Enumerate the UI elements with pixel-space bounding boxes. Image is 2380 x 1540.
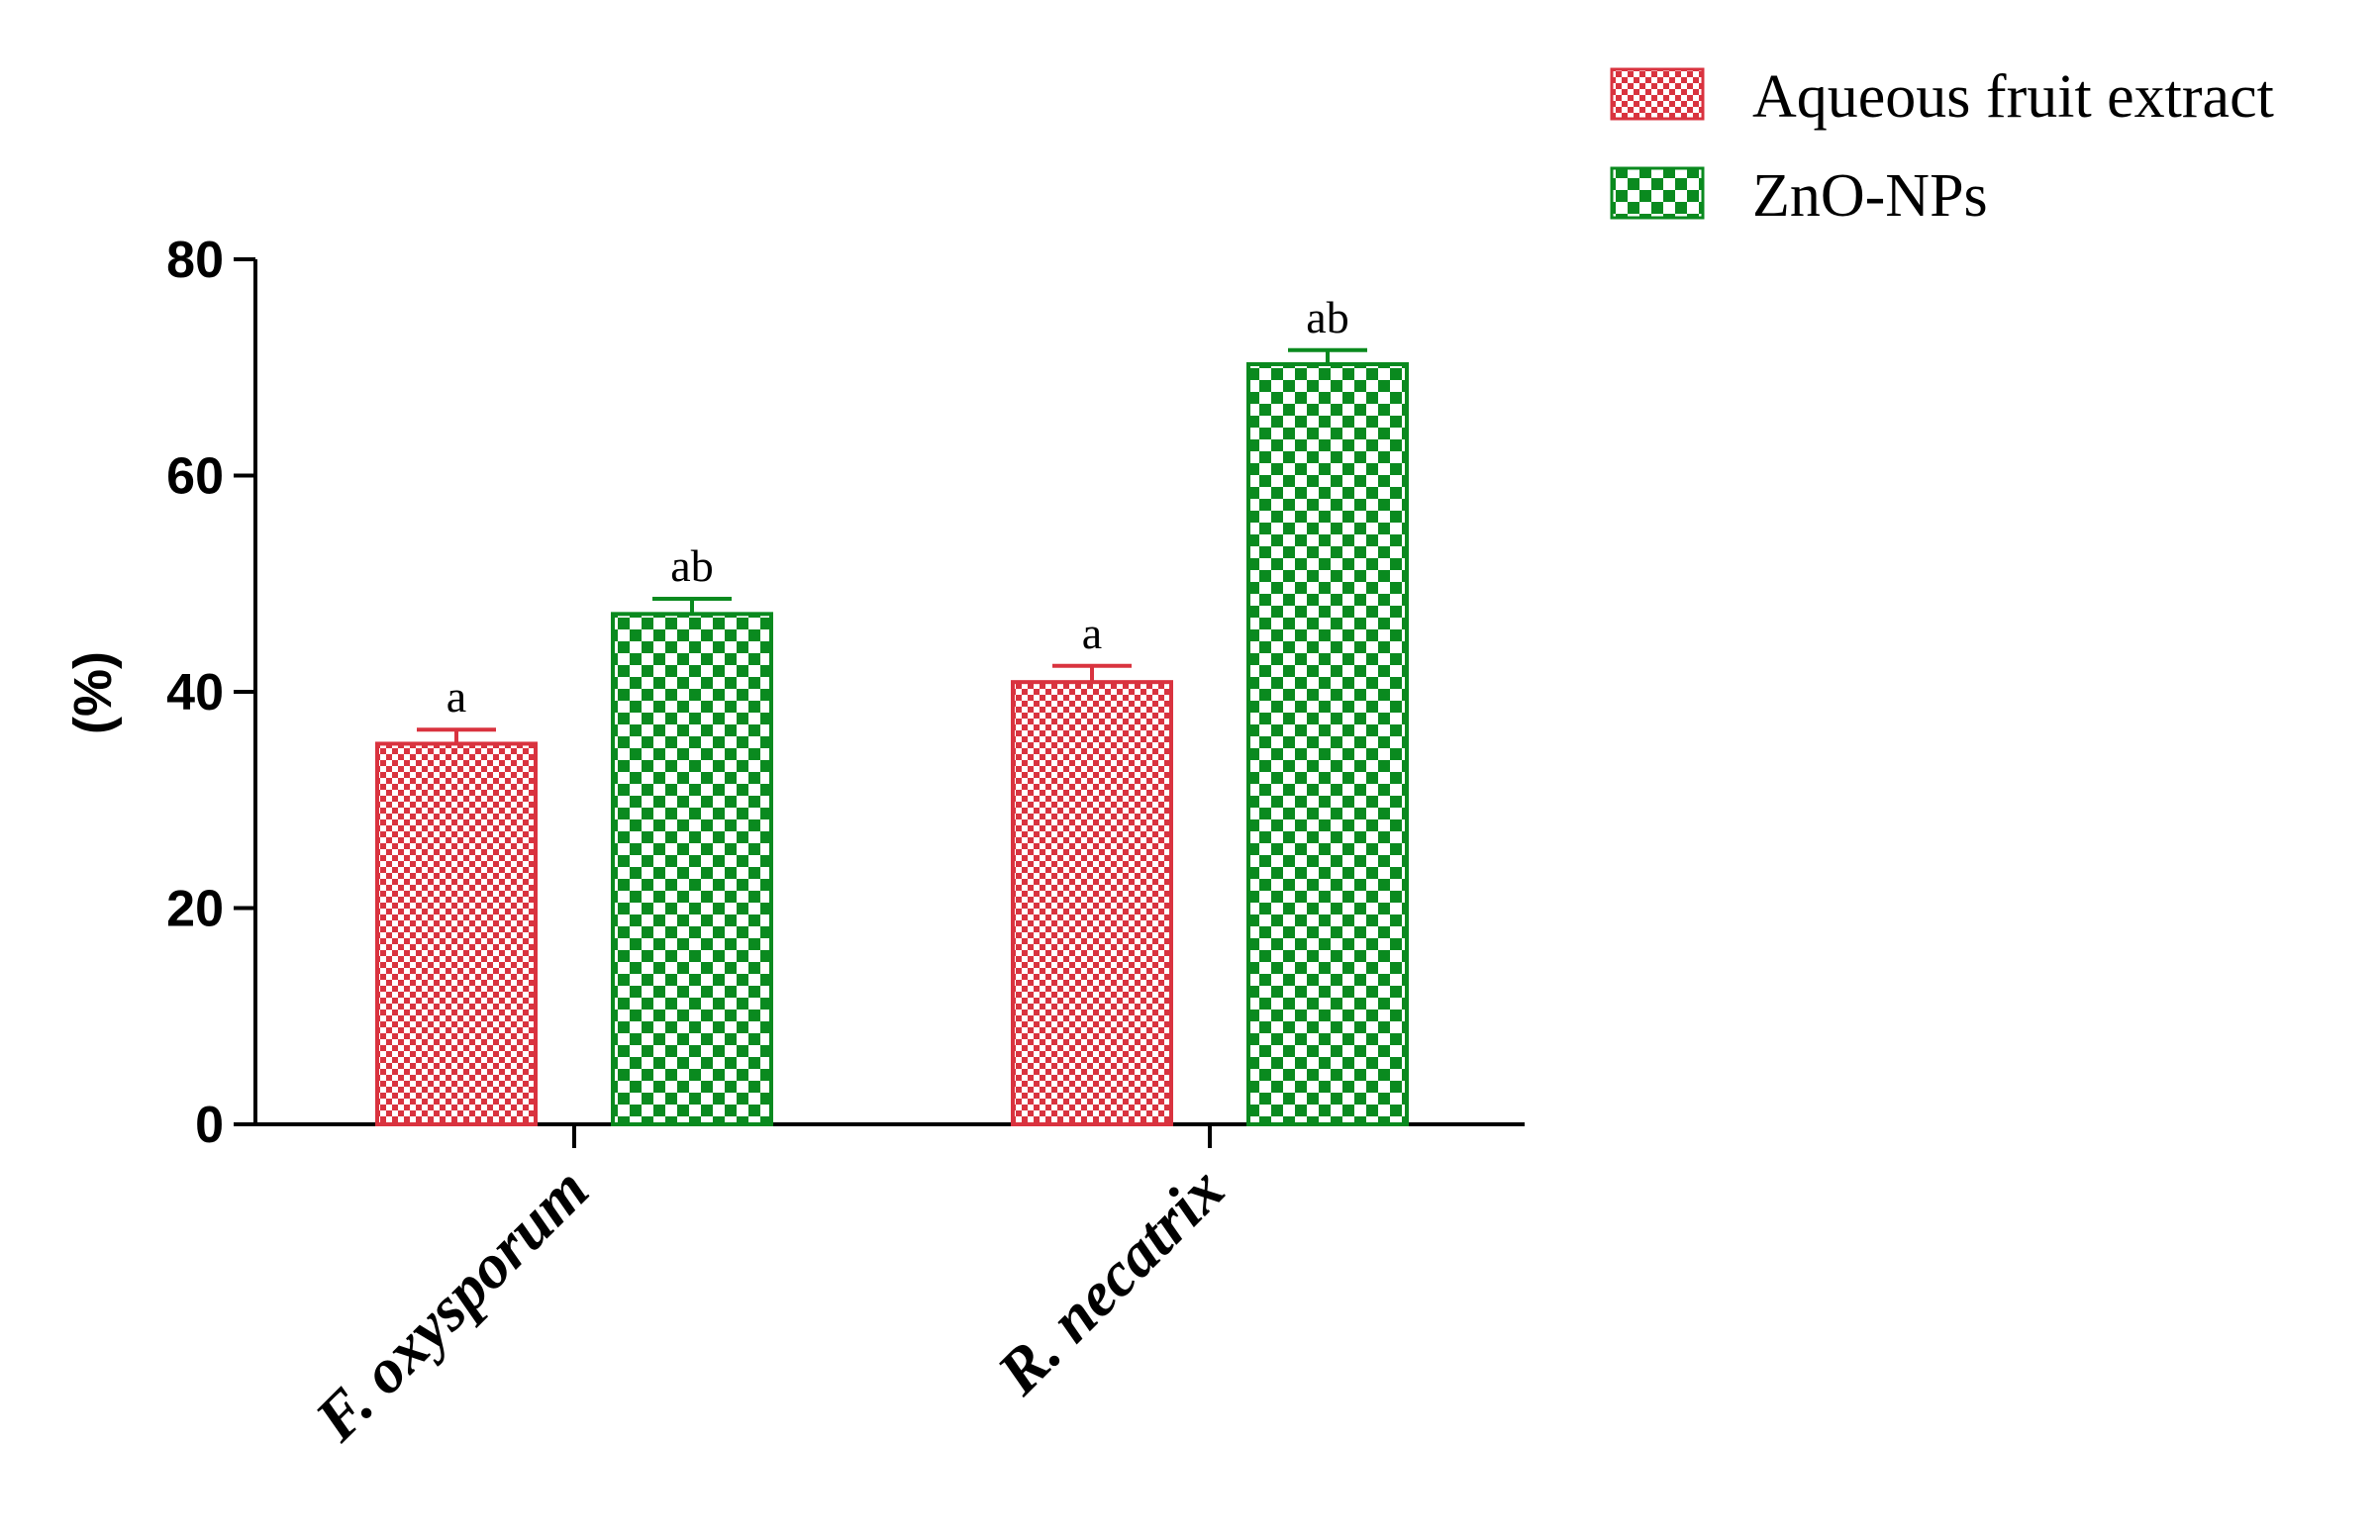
y-tick-label-60: 60 [166,448,224,506]
legend-item-aqueous-fruit-extract: Aqueous fruit extract [1610,63,2274,131]
legend-label-aqueous-fruit-extract: Aqueous fruit extract [1752,63,2274,131]
significance-letter-zno-nps-r-necatrix: ab [1306,292,1348,342]
bar-zno-nps-f-oxysporum [611,612,773,1126]
x-tick-label-f-oxysporum: F. oxysporum [301,1154,602,1455]
y-tick-label-40: 40 [166,664,224,722]
y-tick-label-0: 0 [195,1097,224,1154]
legend-item-zno-nps: ZnO-NPs [1610,162,1988,230]
significance-letter-aqueous-fruit-extract-r-necatrix: a [1082,608,1102,658]
bar-aqueous-fruit-extract-r-necatrix [1011,680,1173,1126]
y-tick-label-80: 80 [166,232,224,289]
legend-label-zno-nps: ZnO-NPs [1752,162,1988,230]
x-tick-label-r-necatrix: R. necatrix [983,1154,1238,1408]
y-axis-label: (%) [63,651,123,734]
significance-letter-zno-nps-f-oxysporum: ab [670,540,713,591]
legend: Aqueous fruit extract ZnO-NPs [1610,63,2274,230]
y-tick-label-20: 20 [166,881,224,938]
bar-aqueous-fruit-extract-f-oxysporum [375,741,538,1126]
legend-swatch-aqueous-fruit-extract [1610,67,1705,121]
legend-swatch-zno-nps [1610,166,1705,220]
significance-letter-aqueous-fruit-extract-f-oxysporum: a [446,671,466,722]
bar-zno-nps-r-necatrix [1246,361,1409,1127]
